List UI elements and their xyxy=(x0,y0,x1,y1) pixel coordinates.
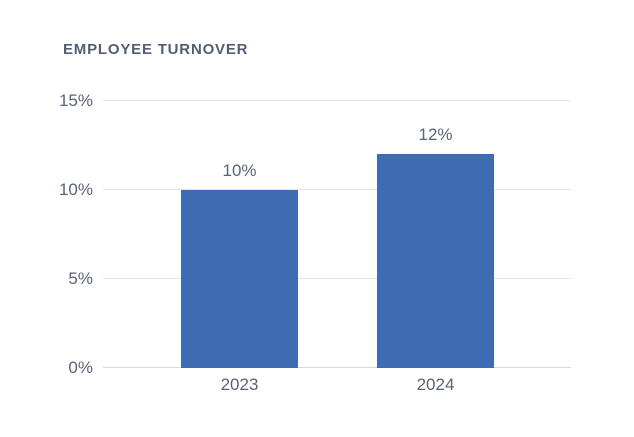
bar-2024 xyxy=(377,154,494,368)
bar-2023 xyxy=(181,190,298,368)
plot-area xyxy=(103,100,571,368)
gridline-10 xyxy=(103,189,571,190)
x-tick-label-2023: 2023 xyxy=(220,375,259,394)
value-label-2023: 10% xyxy=(222,161,257,180)
x-axis-line xyxy=(103,367,571,368)
gridline-5 xyxy=(103,278,571,279)
chart-title: EMPLOYEE TURNOVER xyxy=(63,41,249,58)
value-label-2024: 12% xyxy=(418,125,453,145)
gridline-15 xyxy=(103,100,571,101)
y-tick-label-10: 10% xyxy=(58,180,93,199)
x-tick-label-2024: 2024 xyxy=(416,375,455,394)
y-tick-label-5: 5% xyxy=(68,269,93,288)
y-tick-label-15: 15% xyxy=(58,91,93,110)
y-tick-label-0: 0% xyxy=(68,358,93,377)
